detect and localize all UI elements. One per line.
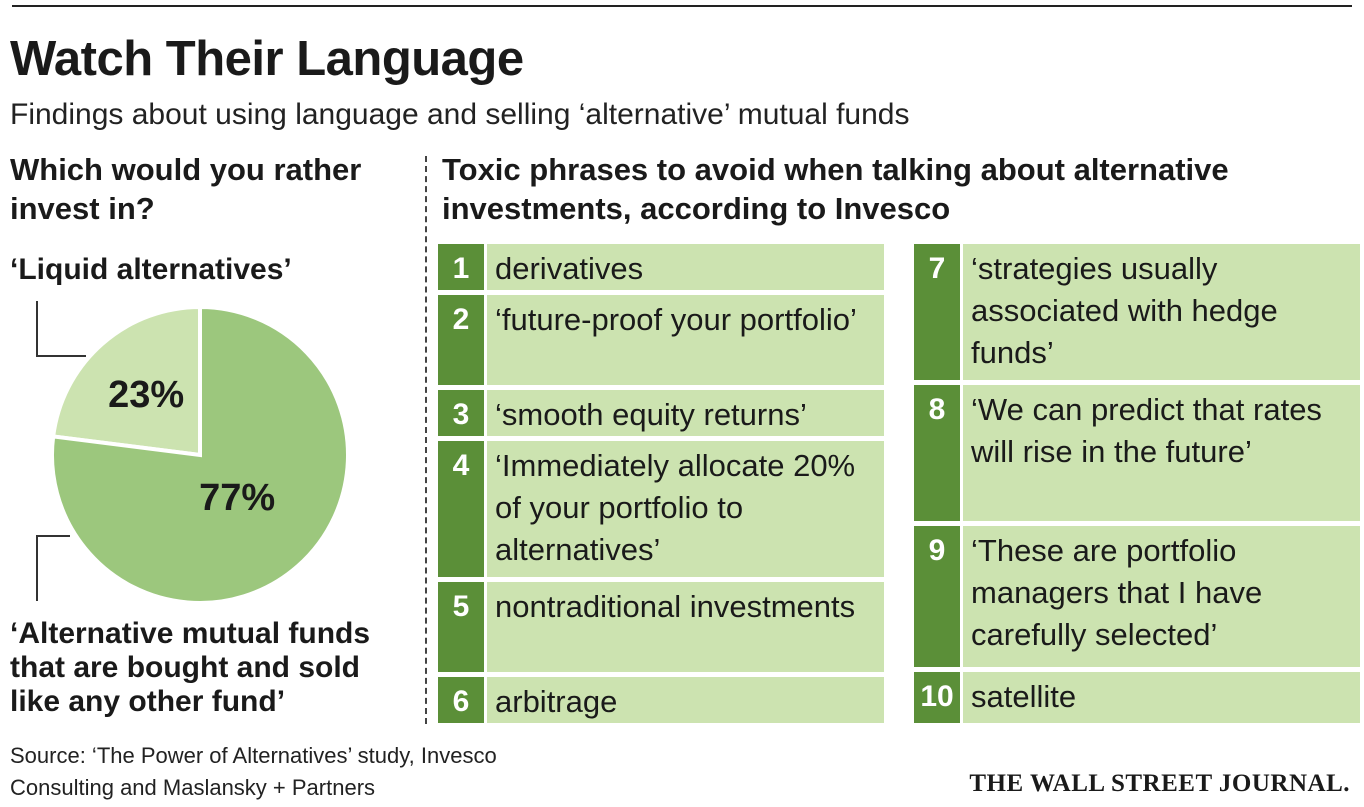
liquid-alternatives-label: ‘Liquid alternatives’: [10, 253, 292, 286]
left-heading: Which would you rather invest in?: [10, 152, 362, 226]
phrase-item-4: 4 ‘Immediately allocate 20% of your portf…: [438, 441, 884, 577]
phrase-number: 10: [914, 672, 960, 723]
phrase-item-5: 5 nontraditional investments: [438, 582, 884, 672]
alternative-leader-horizontal: [36, 535, 70, 537]
alternative-leader-vertical: [36, 535, 38, 601]
phrase-text: arbitrage: [487, 677, 884, 723]
phrase-item-6: 6 arbitrage: [438, 677, 884, 723]
top-rule: [12, 5, 1352, 7]
phrase-item-9: 9 ‘These are portfolio managers that I ha…: [914, 526, 1360, 667]
pie-slice-77: [50, 305, 350, 605]
phrase-number: 7: [914, 244, 960, 380]
phrase-number: 4: [438, 441, 484, 577]
phrase-number: 9: [914, 526, 960, 667]
phrase-text: ‘These are portfolio managers that I hav…: [963, 526, 1360, 667]
right-heading: Toxic phrases to avoid when talking abou…: [442, 152, 1229, 226]
phrase-number: 1: [438, 244, 484, 290]
page-subtitle: Findings about using language and sellin…: [10, 98, 910, 131]
pie-chart: 23% 77%: [50, 305, 350, 605]
liquid-leader-horizontal: [36, 355, 86, 357]
phrase-text: ‘strategies usually associated with hedg…: [963, 244, 1360, 380]
phrase-number: 2: [438, 295, 484, 385]
phrase-number: 6: [438, 677, 484, 723]
phrase-item-2: 2 ‘future-proof your portfolio’: [438, 295, 884, 385]
phrase-text: derivatives: [487, 244, 884, 290]
phrase-number: 8: [914, 385, 960, 521]
pie-label-23: 23%: [108, 374, 184, 416]
phrase-item-7: 7 ‘strategies usually associated with hed…: [914, 244, 1360, 380]
alternative-funds-label: ‘Alternative mutual funds that are bough…: [10, 617, 371, 718]
phrase-number: 5: [438, 582, 484, 672]
phrase-text: ‘future-proof your portfolio’: [487, 295, 884, 385]
phrase-text: ‘smooth equity returns’: [487, 390, 884, 436]
column-divider: [425, 156, 427, 724]
phrase-item-1: 1 derivatives: [438, 244, 884, 290]
phrase-item-8: 8 ‘We can predict that rates will rise in…: [914, 385, 1360, 521]
pie-label-77: 77%: [199, 477, 275, 519]
phrase-text: ‘We can predict that rates will rise in …: [963, 385, 1360, 521]
source-note: Source: ‘The Power of Alternatives’ stud…: [10, 743, 497, 800]
phrase-number: 3: [438, 390, 484, 436]
page-title: Watch Their Language: [10, 32, 524, 86]
phrase-item-3: 3 ‘smooth equity returns’: [438, 390, 884, 436]
phrase-text: satellite: [963, 672, 1360, 723]
liquid-leader-vertical: [36, 301, 38, 357]
pie-slice-23: [50, 305, 202, 458]
phrase-item-10: 10 satellite: [914, 672, 1360, 723]
wsj-logo: THE WALL STREET JOURNAL.: [969, 770, 1350, 797]
phrase-text: ‘Immediately allocate 20% of your portfo…: [487, 441, 884, 577]
phrase-text: nontraditional investments: [487, 582, 884, 672]
